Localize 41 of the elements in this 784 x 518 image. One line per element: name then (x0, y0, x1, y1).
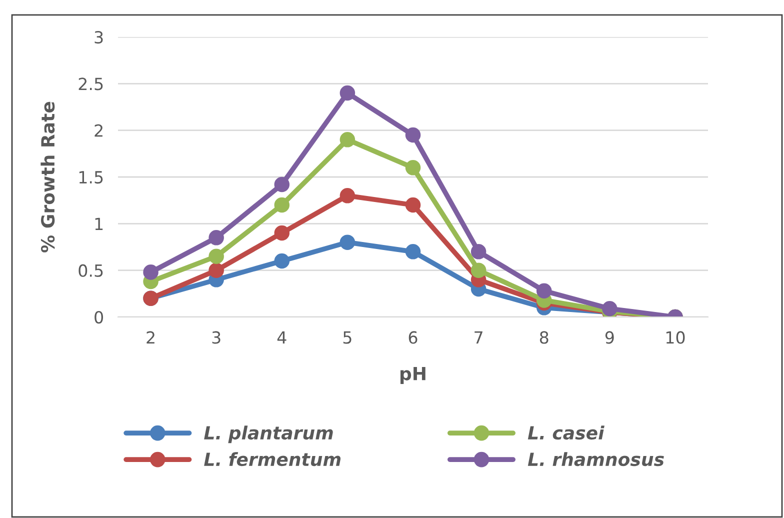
x-tick-label: 3 (212, 331, 220, 344)
x-tick-label: 2 (146, 331, 154, 344)
x-tick-label: 9 (605, 331, 614, 344)
point (274, 225, 290, 241)
point (405, 127, 421, 143)
y-tick-label: 3 (94, 30, 103, 44)
x-tick-label: 10 (666, 331, 685, 344)
point (274, 253, 290, 269)
point (340, 188, 356, 204)
y-tick-label: 1.5 (79, 171, 103, 184)
y-tick-label: 1 (95, 218, 103, 230)
point (405, 244, 421, 260)
point (470, 262, 486, 278)
legend-label: L. plantarum (204, 426, 333, 444)
point (143, 264, 158, 280)
x-tick-label: 8 (540, 331, 548, 344)
y-tick-label: 0.5 (78, 264, 103, 277)
point (208, 248, 224, 264)
point (405, 160, 421, 176)
x-tick-label: 6 (408, 331, 418, 344)
y-axis-title: % Growth Rate (40, 102, 55, 252)
point (470, 244, 486, 260)
point (405, 197, 421, 213)
point (536, 283, 552, 299)
point (340, 234, 356, 250)
y-tick-label: 2.5 (78, 78, 103, 90)
legend-label: L. fermentum (204, 452, 341, 466)
legend-label: L. casei (528, 426, 604, 440)
point (274, 197, 290, 213)
point (274, 176, 290, 192)
point (208, 262, 224, 278)
point (208, 230, 224, 246)
x-tick-label: 7 (474, 331, 482, 344)
x-tick-label: 5 (343, 331, 352, 344)
point (340, 85, 356, 101)
y-tick-label: 2 (94, 124, 102, 137)
legend-label: L. rhamnosus (528, 452, 664, 466)
x-tick-label: 4 (277, 331, 286, 344)
point (340, 132, 356, 148)
x-axis-title: pH (400, 367, 426, 384)
y-tick-label: 0 (94, 310, 104, 324)
